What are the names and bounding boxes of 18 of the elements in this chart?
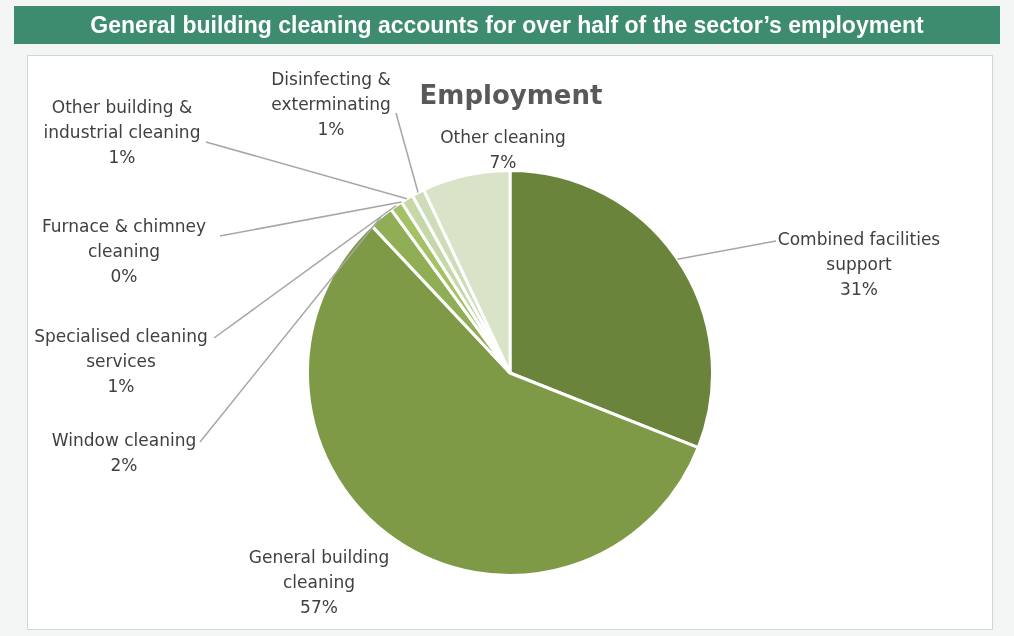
data-label: 2% <box>110 455 138 476</box>
data-label: 7% <box>489 152 517 173</box>
slice-label: Window cleaning <box>51 430 197 451</box>
chart-subtitle: Employment <box>419 79 603 110</box>
data-label: 31% <box>840 279 878 300</box>
data-label: 1% <box>108 147 136 168</box>
chart-title: General building cleaning accounts for over half of the sector’s employment <box>14 6 1000 44</box>
data-label: 57% <box>300 597 338 618</box>
slice-label: Specialised cleaning services <box>34 326 208 372</box>
text: 0% <box>110 266 138 287</box>
category-label: Furnace & chimney cleaning <box>41 216 207 262</box>
slice-label: Disinfecting & exterminating <box>271 69 391 115</box>
slice-label: Other building & industrial cleaning <box>43 97 201 143</box>
slice-label: General building cleaning <box>248 547 390 593</box>
slice-label: Other cleaning <box>440 127 566 148</box>
slice-label: Combined facilities support <box>777 229 941 275</box>
data-label: 1% <box>317 119 345 140</box>
data-label: 1% <box>107 376 135 397</box>
